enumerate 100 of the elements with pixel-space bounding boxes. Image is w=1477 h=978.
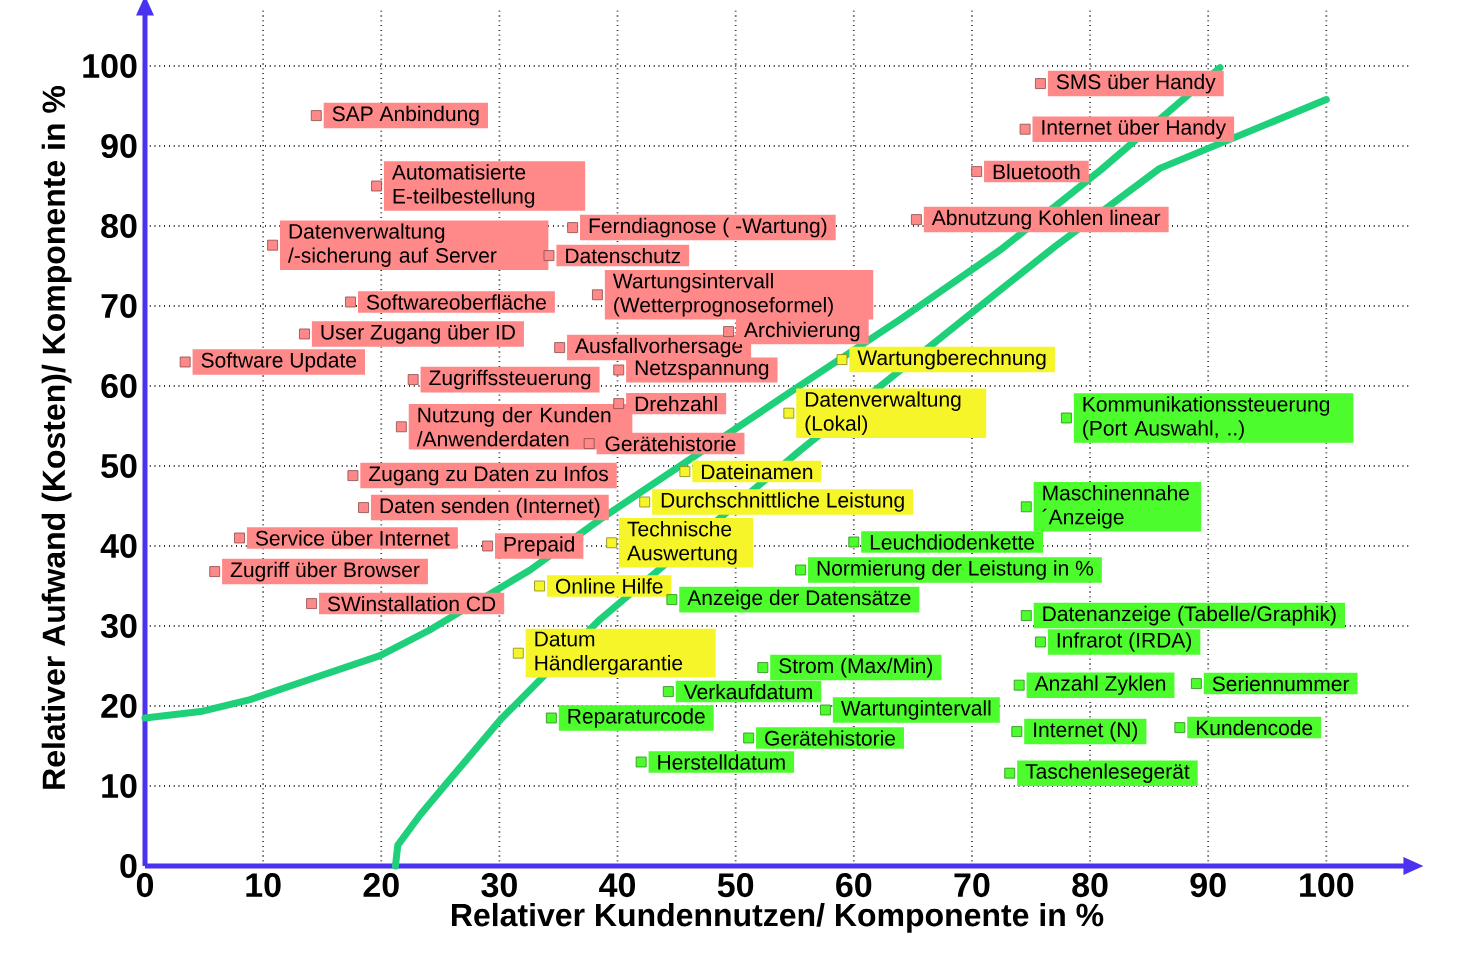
point xyxy=(592,289,603,301)
point xyxy=(407,374,419,385)
point xyxy=(1020,610,1032,621)
point xyxy=(209,566,221,577)
x-tick-label: 30 xyxy=(481,873,517,898)
point xyxy=(543,250,555,261)
data-label: Archivierung xyxy=(744,321,860,342)
data-label: Zugriffssteuerung xyxy=(429,369,591,390)
y-tick-label: 90 xyxy=(101,133,137,159)
y-tick-label: 20 xyxy=(101,693,137,719)
data-label: Zugang zu Daten zu Infos xyxy=(368,465,608,486)
point xyxy=(267,239,278,251)
point xyxy=(567,222,579,233)
data-label: Leuchdiodenkette xyxy=(870,534,1035,550)
point xyxy=(635,756,647,768)
x-tick-label: 80 xyxy=(1072,873,1108,898)
data-label: Datenverwaltung /-sicherung auf Server xyxy=(287,223,497,267)
point xyxy=(795,564,807,576)
data-label: SWinstallation CD xyxy=(327,595,496,612)
point xyxy=(613,398,625,409)
point xyxy=(666,594,678,605)
point xyxy=(345,296,356,308)
data-label: Infrarot (IRDA) xyxy=(1057,632,1192,652)
point xyxy=(347,470,359,481)
point xyxy=(545,712,557,724)
point xyxy=(1061,412,1072,424)
data-label: Kundencode xyxy=(1196,719,1313,736)
data-label: Online Hilfe xyxy=(555,578,663,594)
y-tick-label: 60 xyxy=(101,373,137,399)
data-label: Abnutzung Kohlen linear xyxy=(931,209,1161,230)
data-label: Datenanzeige (Tabelle/Graphik) xyxy=(1043,605,1336,626)
point xyxy=(848,536,860,548)
x-tick-label: 0 xyxy=(136,873,154,898)
data-label: Wartungberechnung xyxy=(857,349,1046,370)
point xyxy=(1019,123,1031,135)
data-label: Software Update xyxy=(201,352,357,372)
data-label: Wartungintervall xyxy=(840,700,991,720)
point xyxy=(723,326,734,337)
y-tick-label: 80 xyxy=(101,213,137,239)
point xyxy=(306,598,317,609)
x-tick-label: 50 xyxy=(717,873,754,898)
data-label: Kommunikationssteuerung (Port Auswahl, ..) xyxy=(1083,396,1330,440)
data-label: Dateinamen xyxy=(701,463,813,480)
x-tick-label: 40 xyxy=(599,873,636,898)
data-label: Reparaturcode xyxy=(568,708,705,728)
data-label: Strom (Max/Min) xyxy=(779,657,933,678)
data-label: Anzahl Zyklen xyxy=(1034,675,1166,695)
x-tick-label: 90 xyxy=(1190,873,1226,898)
point xyxy=(639,496,651,508)
data-label: Gerätehistorie xyxy=(765,730,895,746)
data-label: Service über Internet xyxy=(255,530,450,546)
data-label: Seriennummer xyxy=(1212,675,1350,692)
data-label: Softwareoberfläche xyxy=(366,294,546,310)
point xyxy=(757,662,769,673)
y-tick-label: 50 xyxy=(101,453,137,479)
data-label: Durchschnittliche Leistung xyxy=(661,492,904,512)
point xyxy=(583,438,595,449)
data-label: Taschenlesegerät xyxy=(1025,763,1190,783)
data-label: Netzspannung xyxy=(635,360,769,380)
data-label: Datum Händlergarantie xyxy=(535,631,683,675)
point xyxy=(1035,78,1046,89)
y-tick-label: 30 xyxy=(100,613,137,639)
data-label: Internet über Handy xyxy=(1042,119,1226,139)
data-label: Technische Auswertung xyxy=(627,521,737,565)
data-label: Ferndiagnose ( -Wartung) xyxy=(589,217,827,238)
point xyxy=(179,356,191,368)
point xyxy=(1013,679,1025,691)
point xyxy=(606,537,618,549)
point xyxy=(1011,726,1023,737)
y-tick-label: 100 xyxy=(83,53,137,79)
data-label: Automatisierte E-teilbestellung xyxy=(391,164,535,208)
point xyxy=(679,466,691,477)
point xyxy=(1020,501,1032,513)
point xyxy=(783,407,795,419)
data-label: Verkaufdatum xyxy=(683,683,812,700)
point xyxy=(371,180,382,192)
data-label: Zugriff über Browser xyxy=(230,561,420,582)
point xyxy=(1190,678,1202,689)
y-axis-title: Relativer Aufwand (Kosten)/ Komponente in % xyxy=(41,85,72,789)
point xyxy=(234,532,245,544)
data-label: SAP Anbindung xyxy=(332,105,479,126)
x-tick-label: 20 xyxy=(363,873,399,898)
y-tick-label: 70 xyxy=(101,293,137,319)
x-axis-title: Relativer Kundennutzen/ Komponente in % xyxy=(452,902,1104,933)
point xyxy=(911,214,922,225)
data-label: Prepaid xyxy=(504,536,574,556)
data-label: Anzeige der Datensätze xyxy=(687,589,911,610)
data-label: Wartungsintervall (Wetterprognoseformel) xyxy=(612,273,833,317)
data-label: Daten senden (Internet) xyxy=(380,497,600,518)
data-label: User Zugang über ID xyxy=(321,324,515,344)
x-tick-label: 60 xyxy=(836,873,872,898)
point xyxy=(820,704,831,716)
point xyxy=(310,110,322,121)
data-label: Maschinennahe ´Anzeige xyxy=(1042,485,1189,529)
data-label: Datenschutz xyxy=(566,247,681,264)
point xyxy=(534,580,545,592)
data-label: Internet (N) xyxy=(1034,721,1138,742)
data-label: Herstelldatum xyxy=(658,754,785,770)
point xyxy=(613,364,625,376)
data-label: Bluetooth xyxy=(993,163,1080,180)
